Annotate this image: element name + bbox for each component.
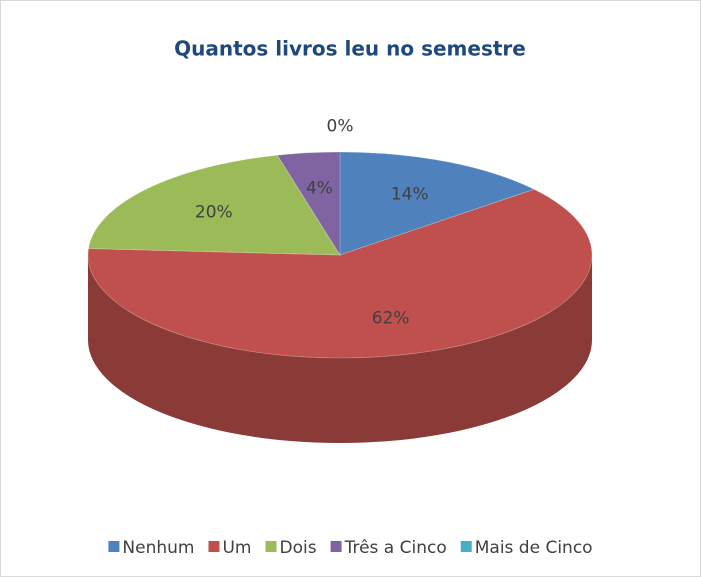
legend-swatch: [208, 541, 220, 552]
legend-label: Mais de Cinco: [475, 538, 593, 558]
chart-title: Quantos livros leu no semestre: [174, 37, 526, 61]
data-label: 0%: [327, 116, 354, 136]
legend-swatch: [330, 541, 342, 552]
data-label: 14%: [391, 184, 429, 204]
data-label: 20%: [195, 202, 233, 222]
pie-slice: [276, 151, 341, 257]
legend-label: Dois: [279, 538, 316, 558]
legend-label: Um: [222, 538, 251, 558]
legend-label: Nenhum: [122, 538, 194, 558]
pie-side: [88, 255, 592, 443]
legend: Nenhum Um Dois Três a Cinco Mais de Cinco: [108, 538, 593, 558]
pie-slice: [87, 188, 593, 359]
legend-swatch: [108, 541, 120, 552]
data-label: 62%: [372, 309, 410, 329]
legend-swatch: [265, 541, 277, 552]
pie-slice: [88, 154, 341, 256]
data-label: 4%: [306, 179, 333, 199]
pie-slice: [339, 151, 536, 256]
legend-label: Três a Cinco: [344, 538, 447, 558]
legend-swatch: [460, 541, 472, 552]
